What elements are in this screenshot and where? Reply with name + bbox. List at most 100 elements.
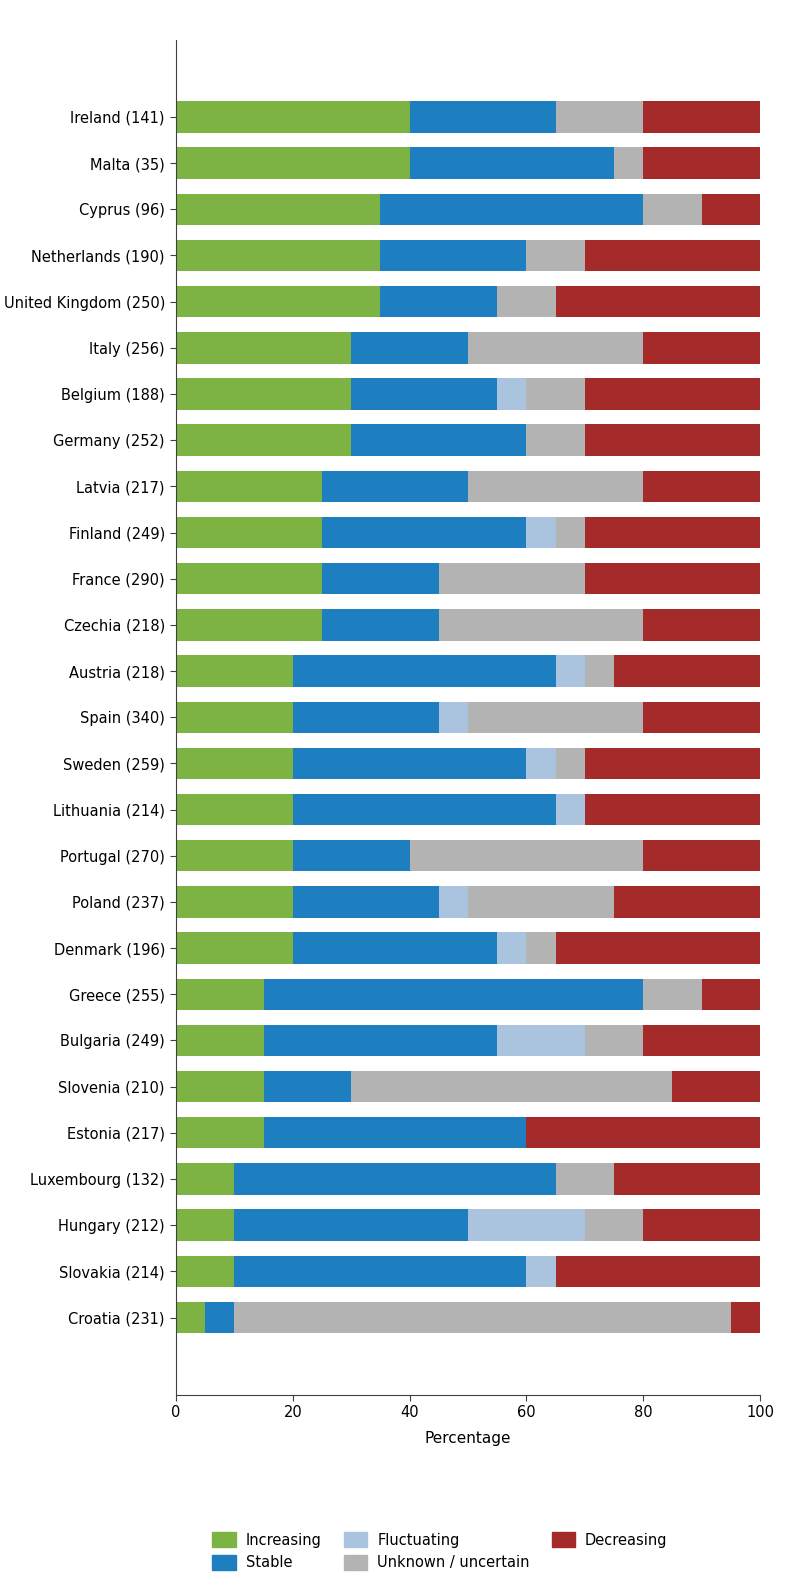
Bar: [585, 748, 760, 780]
Bar: [351, 333, 468, 363]
Bar: [176, 285, 381, 317]
Bar: [176, 1255, 234, 1287]
Bar: [381, 239, 526, 271]
Bar: [498, 932, 526, 964]
Bar: [351, 379, 498, 409]
Bar: [176, 794, 293, 826]
Bar: [643, 471, 760, 502]
Bar: [438, 702, 468, 732]
X-axis label: Percentage: Percentage: [425, 1431, 511, 1447]
Bar: [293, 932, 498, 964]
Bar: [176, 471, 322, 502]
Bar: [585, 1209, 643, 1241]
Bar: [526, 932, 555, 964]
Bar: [526, 1255, 555, 1287]
Bar: [176, 978, 264, 1010]
Bar: [614, 655, 760, 686]
Bar: [468, 333, 643, 363]
Bar: [322, 563, 438, 594]
Bar: [176, 101, 410, 133]
Bar: [410, 101, 555, 133]
Bar: [322, 471, 468, 502]
Bar: [176, 1117, 264, 1149]
Bar: [468, 702, 643, 732]
Bar: [176, 609, 322, 640]
Bar: [234, 1301, 731, 1333]
Bar: [585, 563, 760, 594]
Bar: [293, 840, 410, 872]
Legend: Increasing, Stable, Fluctuating, Unknown / uncertain, Decreasing: Increasing, Stable, Fluctuating, Unknown…: [205, 1525, 675, 1577]
Bar: [176, 193, 381, 225]
Bar: [176, 379, 351, 409]
Bar: [438, 563, 585, 594]
Bar: [643, 333, 760, 363]
Bar: [322, 517, 526, 548]
Bar: [468, 886, 614, 918]
Bar: [585, 655, 614, 686]
Bar: [234, 1209, 468, 1241]
Bar: [264, 1025, 498, 1056]
Bar: [176, 840, 293, 872]
Bar: [205, 1301, 234, 1333]
Bar: [234, 1255, 526, 1287]
Bar: [264, 978, 643, 1010]
Bar: [526, 1117, 760, 1149]
Bar: [585, 239, 760, 271]
Bar: [585, 1025, 643, 1056]
Bar: [585, 794, 760, 826]
Bar: [643, 147, 760, 179]
Bar: [555, 748, 585, 780]
Bar: [643, 978, 702, 1010]
Bar: [555, 101, 643, 133]
Bar: [585, 517, 760, 548]
Bar: [614, 147, 643, 179]
Bar: [176, 425, 351, 456]
Bar: [643, 702, 760, 732]
Bar: [293, 702, 438, 732]
Bar: [176, 563, 322, 594]
Bar: [293, 794, 555, 826]
Bar: [555, 794, 585, 826]
Bar: [234, 1163, 555, 1195]
Bar: [498, 285, 555, 317]
Bar: [322, 609, 438, 640]
Bar: [643, 1025, 760, 1056]
Bar: [555, 1255, 760, 1287]
Bar: [555, 517, 585, 548]
Bar: [643, 193, 702, 225]
Bar: [381, 193, 643, 225]
Bar: [468, 471, 643, 502]
Bar: [643, 101, 760, 133]
Bar: [264, 1071, 351, 1102]
Bar: [264, 1117, 526, 1149]
Bar: [526, 425, 585, 456]
Bar: [381, 285, 498, 317]
Bar: [555, 1163, 614, 1195]
Bar: [176, 932, 293, 964]
Bar: [526, 517, 555, 548]
Bar: [176, 1071, 264, 1102]
Bar: [702, 978, 760, 1010]
Bar: [438, 886, 468, 918]
Bar: [526, 239, 585, 271]
Bar: [176, 655, 293, 686]
Bar: [731, 1301, 760, 1333]
Bar: [293, 748, 526, 780]
Bar: [176, 517, 322, 548]
Bar: [555, 655, 585, 686]
Bar: [438, 609, 643, 640]
Bar: [176, 147, 410, 179]
Bar: [643, 609, 760, 640]
Bar: [702, 193, 760, 225]
Bar: [351, 1071, 672, 1102]
Bar: [176, 1301, 205, 1333]
Bar: [176, 1209, 234, 1241]
Bar: [176, 239, 381, 271]
Bar: [468, 1209, 585, 1241]
Bar: [526, 748, 555, 780]
Bar: [410, 147, 614, 179]
Bar: [176, 1025, 264, 1056]
Bar: [293, 886, 438, 918]
Bar: [585, 425, 760, 456]
Bar: [498, 379, 526, 409]
